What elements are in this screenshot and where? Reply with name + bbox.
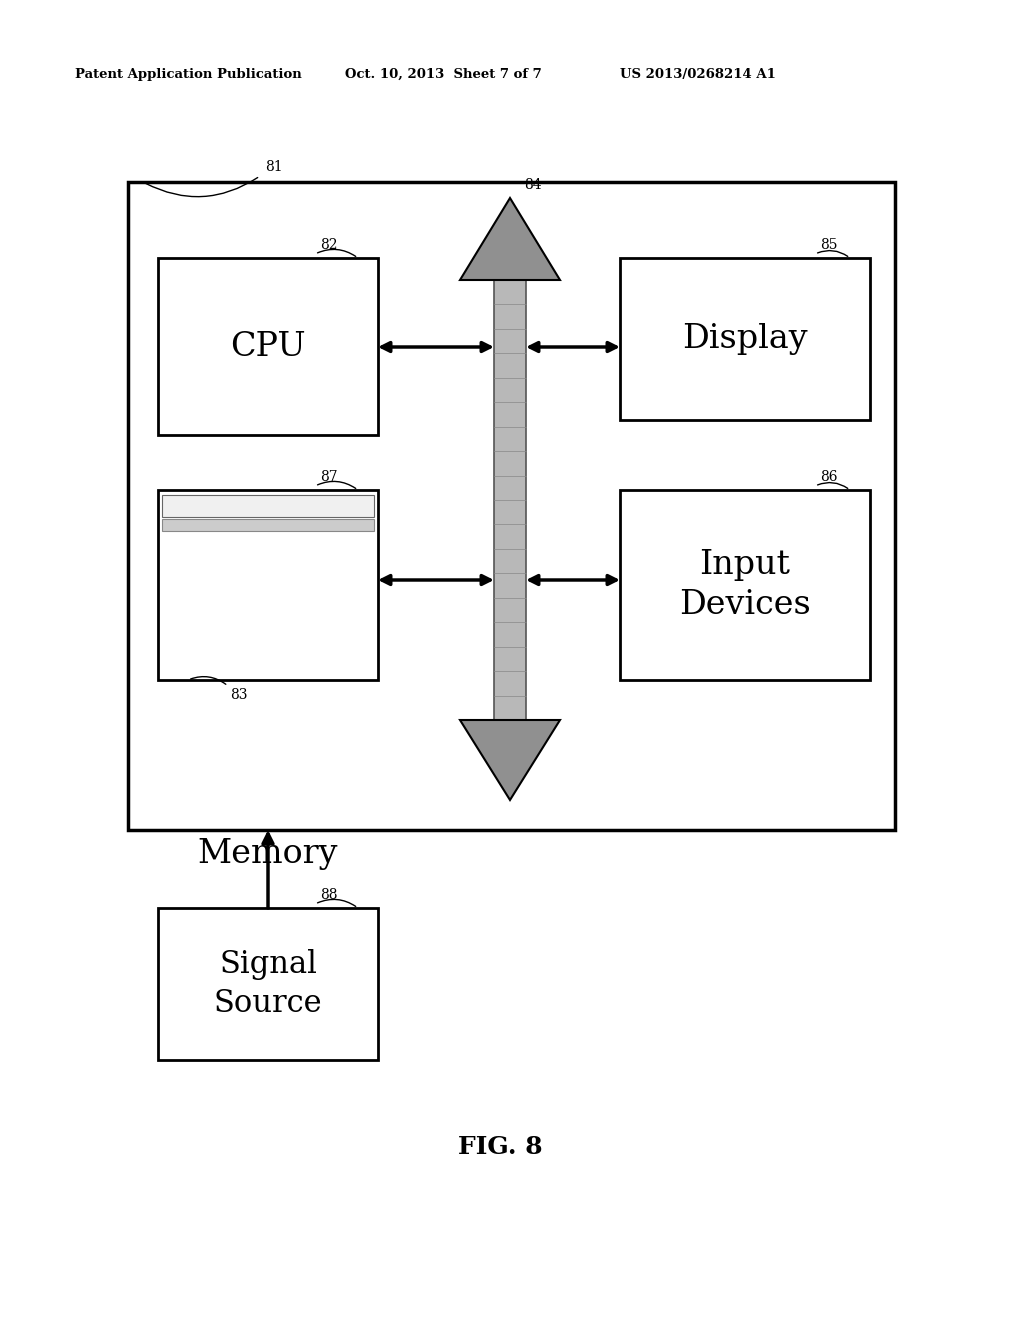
- Bar: [162, 519, 374, 531]
- Text: 81: 81: [265, 160, 283, 174]
- Bar: [620, 490, 870, 680]
- Text: 84: 84: [524, 178, 542, 191]
- Text: 88: 88: [319, 888, 338, 902]
- Text: Signal
Source: Signal Source: [214, 949, 323, 1019]
- Text: Display: Display: [682, 323, 808, 355]
- Text: Patent Application Publication: Patent Application Publication: [75, 69, 302, 81]
- Bar: [494, 280, 526, 719]
- Bar: [158, 908, 378, 1060]
- Text: 82: 82: [319, 238, 338, 252]
- Bar: [620, 257, 870, 420]
- Polygon shape: [460, 198, 560, 280]
- Bar: [128, 182, 895, 830]
- Text: 85: 85: [820, 238, 838, 252]
- Text: 86: 86: [820, 470, 838, 484]
- Text: US 2013/0268214 A1: US 2013/0268214 A1: [620, 69, 776, 81]
- Bar: [158, 257, 378, 436]
- Bar: [158, 490, 378, 680]
- Bar: [162, 495, 374, 517]
- Text: FIG. 8: FIG. 8: [458, 1135, 543, 1159]
- Text: 83: 83: [230, 688, 248, 702]
- Text: Oct. 10, 2013  Sheet 7 of 7: Oct. 10, 2013 Sheet 7 of 7: [345, 69, 542, 81]
- Text: 87: 87: [319, 470, 338, 484]
- Polygon shape: [460, 719, 560, 800]
- Text: CPU: CPU: [230, 330, 306, 363]
- Text: Input
Devices: Input Devices: [679, 549, 811, 620]
- Text: Memory: Memory: [198, 838, 338, 870]
